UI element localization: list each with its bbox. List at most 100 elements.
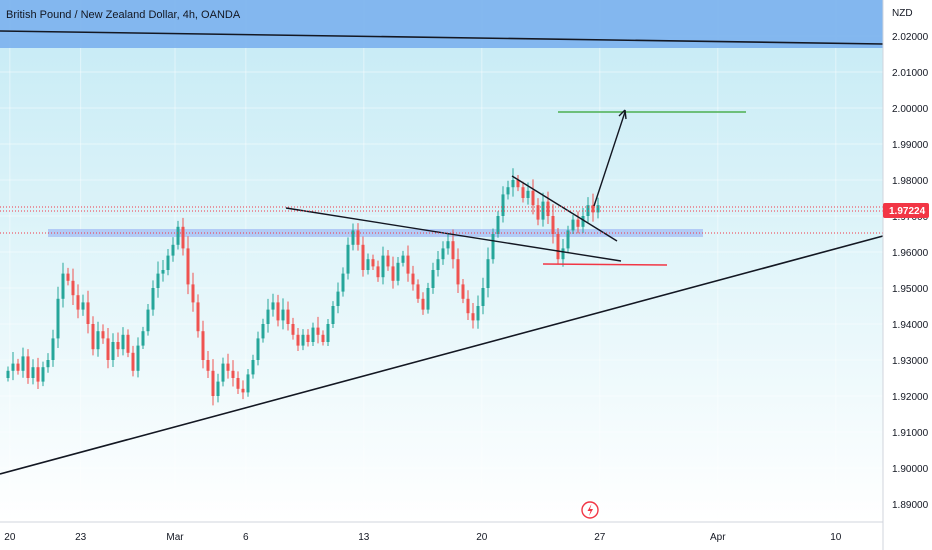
candle[interactable] [221, 357, 225, 387]
candle[interactable] [336, 282, 340, 314]
candle[interactable] [321, 330, 325, 346]
candle[interactable] [156, 261, 160, 298]
projection-arrow[interactable] [593, 111, 626, 207]
candle[interactable] [66, 267, 70, 286]
candle[interactable] [296, 328, 300, 352]
candle[interactable] [91, 316, 95, 356]
candle[interactable] [301, 329, 305, 351]
candle[interactable] [486, 247, 490, 298]
candle[interactable] [396, 257, 400, 286]
candle[interactable] [511, 168, 515, 197]
candle[interactable] [261, 318, 265, 343]
candle[interactable] [271, 293, 275, 317]
candle[interactable] [236, 371, 240, 395]
candle[interactable] [341, 267, 345, 297]
candle[interactable] [571, 215, 575, 235]
upper-trendline[interactable] [0, 30, 884, 45]
candle[interactable] [266, 298, 270, 333]
candle[interactable] [11, 351, 15, 381]
last-price-tag[interactable]: 1.97224 [883, 203, 929, 218]
flag-upper-line[interactable] [511, 175, 618, 242]
candle[interactable] [141, 326, 145, 350]
candle[interactable] [421, 292, 425, 315]
candle[interactable] [86, 290, 90, 334]
candle[interactable] [441, 241, 445, 265]
candle[interactable] [591, 193, 595, 222]
candle[interactable] [536, 198, 540, 226]
candle[interactable] [256, 331, 260, 366]
candle[interactable] [386, 250, 390, 271]
candle[interactable] [196, 294, 200, 338]
candle[interactable] [111, 333, 115, 367]
candle[interactable] [331, 301, 335, 328]
candle[interactable] [451, 229, 455, 269]
candle[interactable] [71, 268, 75, 305]
candle[interactable] [126, 329, 130, 358]
candle[interactable] [446, 233, 450, 255]
candle[interactable] [41, 361, 45, 387]
candle[interactable] [166, 249, 170, 276]
candle[interactable] [576, 211, 580, 234]
candle[interactable] [211, 359, 215, 406]
candle[interactable] [151, 280, 155, 316]
candle[interactable] [326, 318, 330, 347]
candle[interactable] [546, 191, 550, 224]
candle[interactable] [556, 228, 560, 264]
candle[interactable] [61, 262, 65, 308]
candle[interactable] [311, 322, 315, 346]
candle[interactable] [516, 175, 520, 192]
candle[interactable] [16, 358, 20, 375]
candle[interactable] [131, 345, 135, 377]
candle[interactable] [216, 373, 220, 403]
candle[interactable] [6, 366, 10, 382]
candle[interactable] [56, 286, 60, 349]
candle[interactable] [411, 265, 415, 291]
candle[interactable] [281, 298, 285, 330]
candle[interactable] [401, 250, 405, 267]
candle[interactable] [406, 245, 410, 282]
time-axis[interactable]: 20 23 Mar 6 13 20 27 Apr 10 [4, 532, 842, 543]
candle[interactable] [431, 262, 435, 294]
candle[interactable] [416, 279, 420, 303]
candle[interactable] [36, 357, 40, 390]
candle[interactable] [101, 324, 105, 344]
candle[interactable] [171, 237, 175, 262]
candle[interactable] [596, 197, 600, 219]
candle[interactable] [506, 180, 510, 200]
candle[interactable] [251, 354, 255, 379]
candle[interactable] [471, 303, 475, 329]
candle[interactable] [26, 349, 30, 384]
candle[interactable] [561, 239, 565, 267]
candle[interactable] [46, 353, 50, 373]
candle[interactable] [186, 236, 190, 295]
candle[interactable] [491, 228, 495, 264]
candle[interactable] [466, 290, 470, 321]
candle[interactable] [356, 223, 360, 251]
candle[interactable] [361, 236, 365, 277]
candle[interactable] [116, 332, 120, 357]
candle[interactable] [81, 294, 85, 316]
candle[interactable] [176, 220, 180, 250]
candle[interactable] [121, 327, 125, 356]
candle[interactable] [371, 254, 375, 271]
candle[interactable] [181, 217, 185, 256]
candle[interactable] [476, 295, 480, 329]
candle[interactable] [161, 259, 165, 282]
candle[interactable] [481, 277, 485, 315]
stop-line[interactable] [542, 263, 668, 266]
candle[interactable] [351, 223, 355, 251]
descending-trendline[interactable] [285, 207, 622, 262]
candle[interactable] [391, 256, 395, 289]
candle[interactable] [76, 284, 80, 319]
candle[interactable] [501, 186, 505, 223]
candle[interactable] [276, 294, 280, 327]
ascending-support-line[interactable] [0, 235, 884, 475]
candle[interactable] [291, 317, 295, 340]
candle[interactable] [366, 253, 370, 275]
candle[interactable] [206, 350, 210, 379]
candle[interactable] [231, 360, 235, 387]
candle[interactable] [286, 301, 290, 331]
candle[interactable] [51, 329, 55, 367]
candle[interactable] [96, 321, 100, 357]
